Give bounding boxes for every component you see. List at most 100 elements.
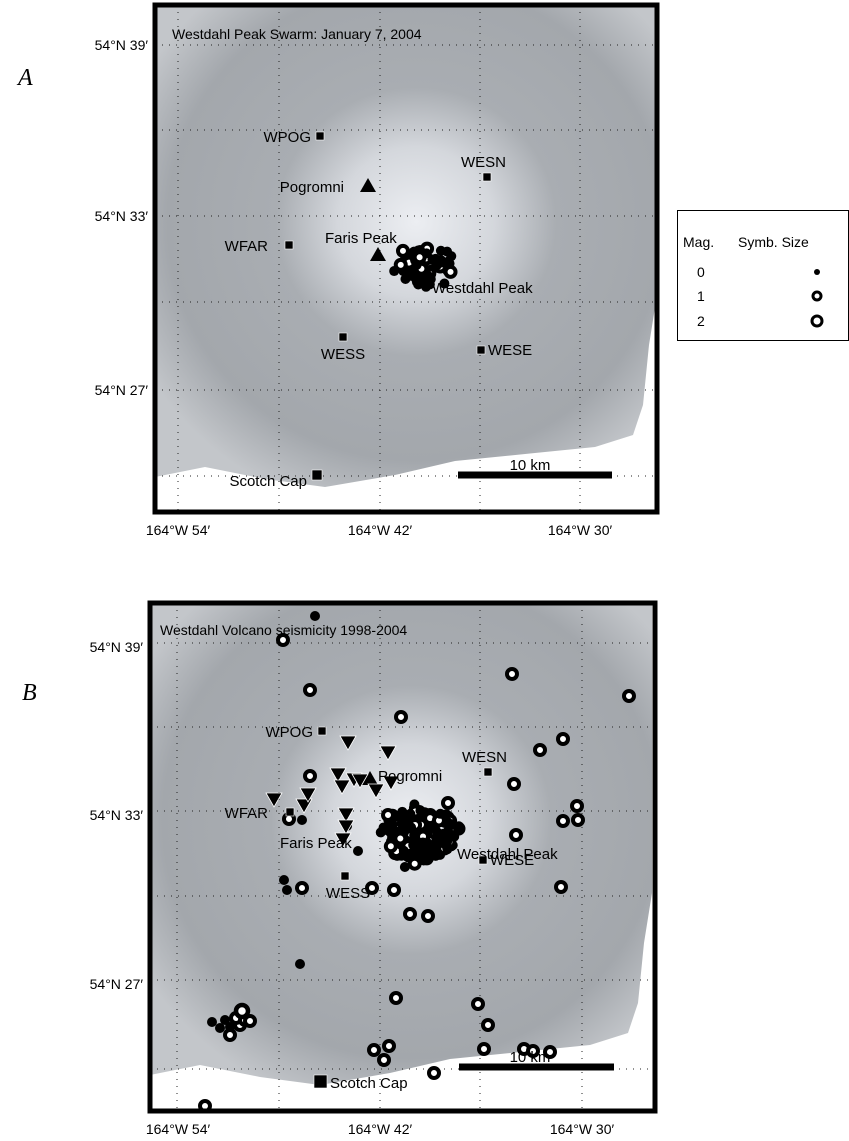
place-label: Faris Peak [325, 230, 397, 247]
event-symbol [383, 810, 393, 820]
place-label: WESS [326, 885, 370, 902]
event-symbol [405, 269, 415, 279]
event-symbol [388, 828, 398, 838]
station-symbol [483, 173, 491, 181]
map-panel: Westdahl Peak Swarm: January 7, 2004 WPO… [155, 5, 657, 512]
lon-tick-label: 164°W 30′ [550, 1121, 615, 1137]
station-symbol [314, 1075, 327, 1088]
event-symbol [473, 999, 483, 1009]
place-label: Scotch Cap [229, 473, 307, 490]
event-symbol [443, 798, 453, 808]
lon-tick-label: 164°W 30′ [548, 522, 613, 538]
event-symbol [384, 1041, 394, 1051]
station-symbol [339, 333, 347, 341]
station-symbol [286, 808, 294, 816]
event-symbol [411, 851, 421, 861]
event-symbol [415, 806, 425, 816]
map-title: Westdahl Volcano seismicity 1998-2004 [160, 622, 407, 638]
event-symbol [436, 246, 446, 256]
lon-tick-label: 164°W 54′ [146, 522, 211, 538]
legend-magnitude: 0 [697, 264, 705, 280]
station-symbol [341, 872, 349, 880]
event-symbol [279, 875, 289, 885]
scale-label: 10 km [510, 457, 551, 474]
legend: Mag. Symb. Size 0 1 2 [678, 211, 849, 341]
station-symbol [316, 132, 324, 140]
event-symbol [310, 611, 320, 621]
event-symbol [511, 830, 521, 840]
legend-header: Mag. [683, 234, 714, 250]
event-symbol [389, 885, 399, 895]
panel-label: A [16, 65, 33, 91]
event-symbol [446, 267, 456, 277]
event-symbol [369, 1045, 379, 1055]
place-label: WFAR [225, 805, 268, 822]
event-symbol [412, 260, 422, 270]
event-symbol [423, 911, 433, 921]
event-symbol [295, 959, 305, 969]
event-symbol [353, 846, 363, 856]
event-symbol [573, 815, 583, 825]
legend-symbol [814, 269, 820, 275]
lon-tick-label: 164°W 54′ [146, 1121, 211, 1137]
event-symbol [386, 841, 396, 851]
event-symbol [429, 1068, 439, 1078]
place-label: WPOG [264, 129, 312, 146]
event-symbol [507, 669, 517, 679]
lat-tick-label: 54°N 27′ [95, 382, 149, 398]
station-symbol [285, 241, 293, 249]
station-symbol [484, 768, 492, 776]
event-symbol [431, 254, 441, 264]
panel-label: B [22, 680, 37, 706]
figure: A Westdahl Peak Swarm: January 7 [0, 0, 849, 1141]
event-symbol [297, 815, 307, 825]
event-symbol [282, 885, 292, 895]
event-symbol [509, 779, 519, 789]
place-label: WESE [490, 852, 534, 869]
station-symbol [312, 470, 322, 480]
event-symbol [558, 816, 568, 826]
event-symbol [483, 1020, 493, 1030]
event-symbol [305, 771, 315, 781]
place-label: WPOG [266, 724, 314, 741]
event-symbol [572, 801, 582, 811]
event-symbol [535, 745, 545, 755]
event-symbol [405, 909, 415, 919]
event-symbol [409, 830, 419, 840]
event-symbol [556, 882, 566, 892]
place-label: WFAR [225, 238, 268, 255]
legend-header: Symb. Size [738, 234, 809, 250]
event-symbol [379, 1055, 389, 1065]
station-symbol [477, 346, 485, 354]
place-label: Westdahl Peak [432, 280, 533, 297]
event-symbol [427, 848, 437, 858]
map-panel: Westdahl Volcano seismicity 1998-2004 WP… [150, 603, 655, 1111]
place-label: WESN [462, 749, 507, 766]
place-label: Faris Peak [280, 835, 352, 852]
event-symbol [297, 883, 307, 893]
place-label: WESS [321, 346, 365, 363]
event-symbol [439, 836, 449, 846]
legend-magnitude: 2 [697, 313, 705, 329]
station-symbol [318, 727, 326, 735]
event-symbol [448, 820, 458, 830]
place-label: WESE [488, 342, 532, 359]
map-title: Westdahl Peak Swarm: January 7, 2004 [172, 26, 422, 42]
event-symbol [391, 993, 401, 1003]
event-symbol [624, 691, 634, 701]
lon-tick-label: 164°W 42′ [348, 522, 413, 538]
lon-tick-label: 164°W 42′ [348, 1121, 413, 1137]
event-symbol [305, 685, 315, 695]
event-symbol [558, 734, 568, 744]
event-symbol [389, 266, 399, 276]
legend-magnitude: 1 [697, 288, 705, 304]
place-label: Pogromni [280, 179, 344, 196]
event-symbol [399, 846, 409, 856]
event-symbol [376, 827, 386, 837]
place-label: WESN [461, 154, 506, 171]
event-symbol [245, 1016, 255, 1026]
lat-tick-label: 54°N 39′ [95, 37, 149, 53]
event-symbol [398, 246, 408, 256]
lat-tick-label: 54°N 33′ [95, 208, 149, 224]
event-symbol [435, 809, 445, 819]
